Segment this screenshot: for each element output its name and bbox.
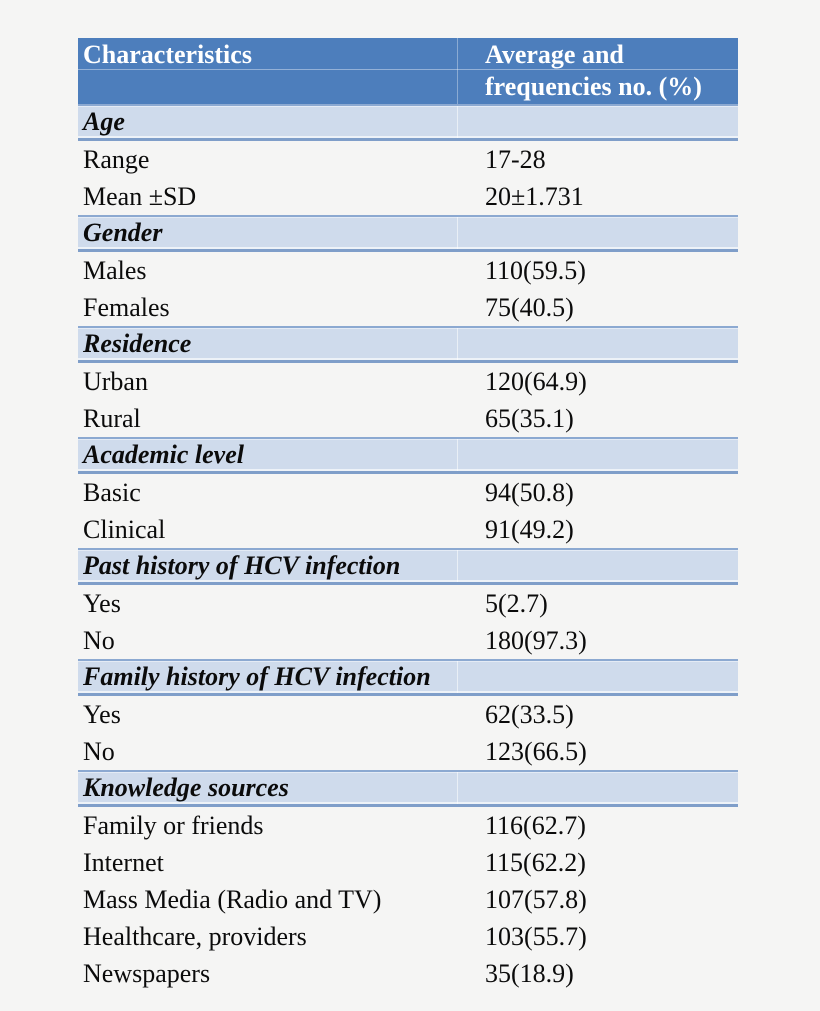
data-row: Yes 62(33.5) xyxy=(78,696,738,733)
section-title: Family history of HCV infection xyxy=(83,662,431,691)
data-row: No 180(97.3) xyxy=(78,622,738,659)
header-characteristics: Characteristics xyxy=(83,40,252,69)
row-label: Newspapers xyxy=(83,959,211,988)
row-value: 35(18.9) xyxy=(485,959,574,988)
table-header-row: Characteristics Average and frequencies … xyxy=(78,38,738,104)
section-header-row: Family history of HCV infection xyxy=(78,659,738,696)
data-row: Clinical 91(49.2) xyxy=(78,511,738,548)
row-value: 94(50.8) xyxy=(485,478,574,507)
section-title: Residence xyxy=(83,329,192,358)
section-title: Academic level xyxy=(83,440,244,469)
section-title: Age xyxy=(83,107,125,136)
row-value: 20±1.731 xyxy=(485,182,584,211)
row-label: Clinical xyxy=(83,515,166,544)
data-row: Range 17-28 xyxy=(78,141,738,178)
row-label: Yes xyxy=(83,700,121,729)
row-value: 103(55.7) xyxy=(485,922,587,951)
row-label: Urban xyxy=(83,367,148,396)
data-row: Healthcare, providers 103(55.7) xyxy=(78,918,738,955)
data-row: Internet 115(62.2) xyxy=(78,844,738,881)
row-value: 65(35.1) xyxy=(485,404,574,433)
data-row: Rural 65(35.1) xyxy=(78,400,738,437)
section-header-row: Past history of HCV infection xyxy=(78,548,738,585)
row-label: Mean ±SD xyxy=(83,182,197,211)
data-row: Yes 5(2.7) xyxy=(78,585,738,622)
section-title: Gender xyxy=(83,218,163,247)
table-body: Age Range 17-28 Mean ±SD 20±1.731 Gender Males… xyxy=(78,104,738,992)
characteristics-table: Characteristics Average and frequencies … xyxy=(78,38,738,992)
row-label: Healthcare, providers xyxy=(83,922,307,951)
data-row: Newspapers 35(18.9) xyxy=(78,955,738,992)
data-row: Basic 94(50.8) xyxy=(78,474,738,511)
section-title: Past history of HCV infection xyxy=(83,551,401,580)
row-value: 180(97.3) xyxy=(485,626,587,655)
data-row: Females 75(40.5) xyxy=(78,289,738,326)
data-row: Males 110(59.5) xyxy=(78,252,738,289)
section-header-row: Academic level xyxy=(78,437,738,474)
row-value: 120(64.9) xyxy=(485,367,587,396)
row-label: Range xyxy=(83,145,150,174)
row-label: Internet xyxy=(83,848,164,877)
data-row: No 123(66.5) xyxy=(78,733,738,770)
row-label: Mass Media (Radio and TV) xyxy=(83,885,382,914)
row-value: 62(33.5) xyxy=(485,700,574,729)
row-value: 107(57.8) xyxy=(485,885,587,914)
row-label: Males xyxy=(83,256,147,285)
row-label: Basic xyxy=(83,478,141,507)
data-row: Family or friends 116(62.7) xyxy=(78,807,738,844)
data-row: Urban 120(64.9) xyxy=(78,363,738,400)
data-row: Mass Media (Radio and TV) 107(57.8) xyxy=(78,881,738,918)
row-value: 123(66.5) xyxy=(485,737,587,766)
row-value: 91(49.2) xyxy=(485,515,574,544)
row-value: 75(40.5) xyxy=(485,293,574,322)
row-label: Yes xyxy=(83,589,121,618)
header-average-frequencies: Average and frequencies no. (%) xyxy=(485,40,702,101)
section-title: Knowledge sources xyxy=(83,773,289,802)
row-label: Females xyxy=(83,293,170,322)
section-header-row: Gender xyxy=(78,215,738,252)
section-header-row: Residence xyxy=(78,326,738,363)
section-header-row: Age xyxy=(78,104,738,141)
row-value: 115(62.2) xyxy=(485,848,586,877)
row-value: 5(2.7) xyxy=(485,589,548,618)
row-value: 110(59.5) xyxy=(485,256,586,285)
row-label: No xyxy=(83,737,115,766)
row-value: 116(62.7) xyxy=(485,811,586,840)
section-header-row: Knowledge sources xyxy=(78,770,738,807)
row-value: 17-28 xyxy=(485,145,546,174)
row-label: No xyxy=(83,626,115,655)
data-row: Mean ±SD 20±1.731 xyxy=(78,178,738,215)
row-label: Family or friends xyxy=(83,811,264,840)
row-label: Rural xyxy=(83,404,141,433)
